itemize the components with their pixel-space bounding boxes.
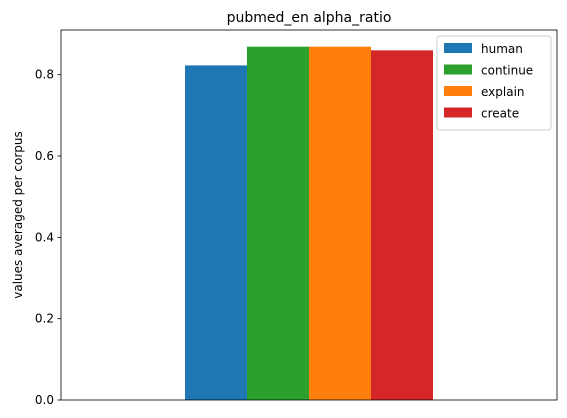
y-tick-label: 0.2: [35, 312, 54, 326]
legend-swatch-continue: [444, 64, 472, 75]
y-tick-label: 0.8: [35, 68, 54, 82]
chart-title: pubmed_en alpha_ratio: [227, 10, 392, 26]
legend-swatch-human: [444, 43, 472, 53]
legend-swatch-explain: [444, 86, 472, 96]
legend-label-explain: explain: [481, 85, 525, 99]
legend-label-continue: continue: [481, 64, 533, 78]
legend-box: [436, 35, 552, 131]
y-tick-label: 0.6: [35, 149, 54, 163]
legend: human continue explain create: [436, 35, 552, 131]
y-tick-label: 0.4: [35, 230, 54, 244]
bar-human: [185, 65, 247, 400]
y-tick-label: 0.0: [35, 393, 54, 407]
legend-label-create: create: [481, 107, 519, 121]
y-axis-label: values averaged per corpus: [11, 131, 25, 299]
bar-explain: [309, 46, 371, 401]
bar-create: [371, 50, 433, 400]
bars-layer: [185, 46, 433, 401]
y-axis-ticks: 0.0 0.2 0.4 0.6 0.8: [35, 68, 61, 407]
legend-swatch-create: [444, 107, 472, 118]
legend-label-human: human: [481, 42, 523, 56]
plot-frame: [60, 29, 558, 401]
bar-continue: [247, 46, 309, 401]
